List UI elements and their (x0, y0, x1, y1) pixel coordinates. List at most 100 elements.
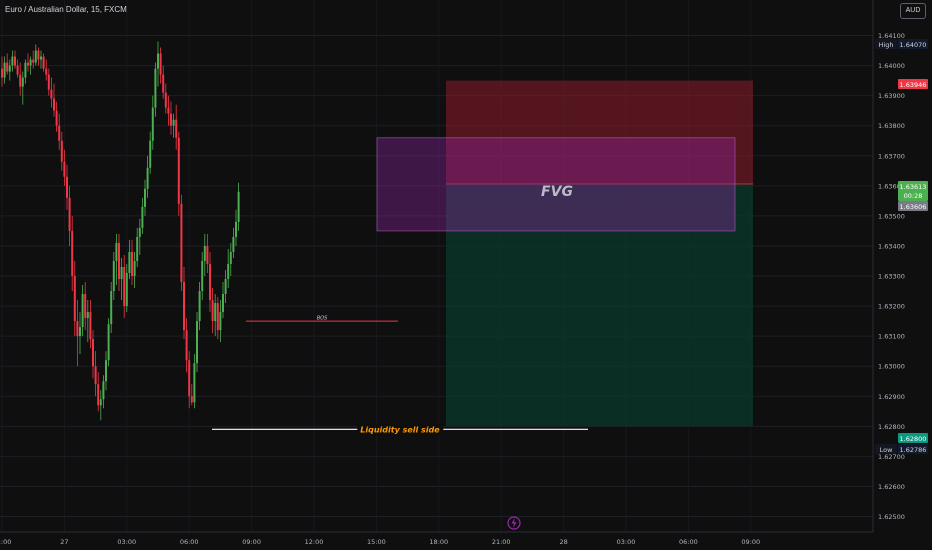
y-tick-label: 1.62700 (878, 453, 905, 461)
candle-body (34, 50, 37, 63)
candle-body (216, 303, 219, 331)
candle-body (170, 113, 172, 126)
y-tick-label: 1.62500 (878, 513, 905, 521)
x-tick-label: 15:00 (367, 538, 386, 546)
candle-body (11, 56, 14, 66)
candle-body (214, 303, 217, 322)
candle-body (131, 251, 133, 276)
candle-body (60, 140, 63, 162)
candle-body (120, 266, 123, 280)
candle-body (55, 110, 58, 126)
candle-body (224, 279, 227, 295)
candle-body (123, 266, 126, 307)
candle-body (50, 89, 53, 99)
candle-body (79, 327, 81, 337)
candle-body (206, 245, 209, 264)
lightning-icon[interactable] (507, 516, 521, 530)
candle-body (6, 62, 9, 72)
candle-body (29, 59, 32, 66)
y-tick-label: 1.64100 (878, 32, 905, 40)
last-price-badge: 1.63613 00:28 1.63606 (898, 181, 928, 211)
chart-title: Euro / Australian Dollar, 15, FXCM (5, 5, 127, 14)
candle-body (157, 53, 159, 69)
bar-countdown: 00:28 (904, 192, 923, 200)
currency-button[interactable]: AUD (900, 3, 926, 19)
candle-body (177, 137, 180, 204)
candle-body (102, 381, 105, 400)
candle-body (146, 167, 149, 189)
candle-body (237, 191, 240, 222)
y-tick-label: 1.63400 (878, 242, 905, 250)
candle-body (172, 119, 175, 126)
candle-body (235, 221, 237, 237)
candle-body (27, 62, 29, 66)
candle-body (144, 188, 146, 207)
candle-body (118, 242, 120, 280)
candle-body (219, 312, 222, 331)
candle-body (188, 360, 191, 397)
candle-body (164, 92, 167, 108)
candle-body (232, 236, 235, 252)
candle-body (141, 206, 144, 228)
x-tick-label: 21:00 (492, 538, 511, 546)
fvg-zone (376, 137, 736, 232)
y-tick-label: 1.63300 (878, 273, 905, 281)
candle-body (125, 272, 128, 307)
candle-body (151, 107, 154, 141)
candle-body (92, 339, 94, 367)
price-axis[interactable]: 1.64100 1.64000 1.63900 1.63800 1.63700 1.636… (872, 0, 905, 532)
x-tick-label: 12:00 (305, 538, 324, 546)
time-axis[interactable]: 21:00 27 03:00 06:00 09:00 12:00 15:00 18:00 21:… (0, 531, 873, 546)
x-tick-label: 27 (60, 538, 68, 546)
x-tick-label: 18:00 (429, 538, 448, 546)
candle-body (58, 125, 61, 141)
x-tick-label: 09:00 (741, 538, 760, 546)
y-tick-label: 1.63700 (878, 152, 905, 160)
candle-body (21, 77, 24, 87)
target-badge: 1.63946 (898, 79, 928, 89)
high-badge: High 1.64070 (875, 39, 928, 49)
candle-body (107, 324, 110, 361)
candle-body (128, 251, 131, 273)
y-tick-label: 1.62600 (878, 483, 905, 491)
candle-body (84, 294, 87, 319)
candle-body (115, 242, 118, 261)
candle-body (209, 263, 211, 301)
target-badge-value: 1.63946 (900, 81, 927, 89)
candle-body (45, 68, 48, 75)
candle-body (183, 282, 185, 331)
position-zones[interactable] (376, 80, 753, 427)
target-zone (446, 80, 753, 185)
candle-body (66, 176, 68, 198)
candle-body (68, 197, 71, 231)
candle-body (1, 68, 3, 78)
candle-body (112, 260, 115, 292)
candles (1, 41, 240, 421)
candle-body (211, 300, 214, 322)
candle-body (73, 276, 76, 322)
y-tick-label: 1.62900 (878, 393, 905, 401)
candle-body (201, 260, 204, 292)
candle-body (19, 74, 22, 87)
liquidity-label: Liquidity sell side (360, 425, 440, 434)
candle-body (193, 363, 196, 403)
candle-body (227, 263, 230, 280)
stop-zone (446, 184, 753, 427)
y-tick-label: 1.63800 (878, 122, 905, 130)
y-tick-label: 1.63600 (878, 182, 905, 190)
candle-body (63, 161, 66, 177)
y-tick-label: 1.63200 (878, 303, 905, 311)
low-badge: Low 1.62786 (875, 444, 928, 454)
candle-body (8, 65, 11, 72)
candle-body (105, 360, 107, 382)
y-tick-label: 1.63500 (878, 212, 905, 220)
x-tick-label: 03:00 (617, 538, 636, 546)
candle-body (133, 260, 136, 276)
candle-body (154, 68, 157, 108)
candle-body (37, 50, 40, 60)
candle-body (138, 227, 141, 237)
candle-body (3, 62, 6, 78)
candle-body (81, 294, 84, 328)
candle-body (159, 53, 162, 75)
